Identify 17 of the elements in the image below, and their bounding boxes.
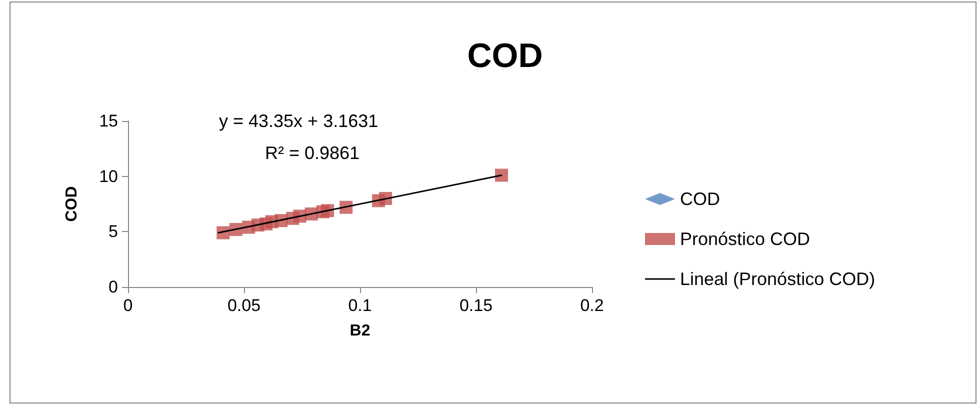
y-tick-label: 10 [99, 166, 118, 186]
legend-label: Lineal (Pronóstico COD) [680, 269, 876, 289]
legend-label: Pronóstico COD [680, 229, 810, 249]
annotation: y = 43.35x + 3.1631 [219, 111, 378, 131]
x-tick-label: 0.1 [348, 296, 372, 315]
y-tick-label: 0 [108, 278, 118, 296]
x-axis-title: B2 [350, 322, 370, 340]
x-tick-label: 0.2 [580, 296, 604, 315]
x-tick-label: 0.15 [459, 296, 493, 315]
x-tick-label: 0 [123, 296, 133, 315]
y-tick-label: 15 [99, 112, 118, 130]
y-axis-title: COD [64, 186, 80, 222]
annotation: R² = 0.9861 [265, 143, 360, 163]
chart-title: COD [467, 37, 543, 75]
legend-label: COD [680, 189, 720, 209]
y-tick-label: 5 [108, 222, 118, 242]
x-tick-label: 0.05 [227, 296, 261, 315]
